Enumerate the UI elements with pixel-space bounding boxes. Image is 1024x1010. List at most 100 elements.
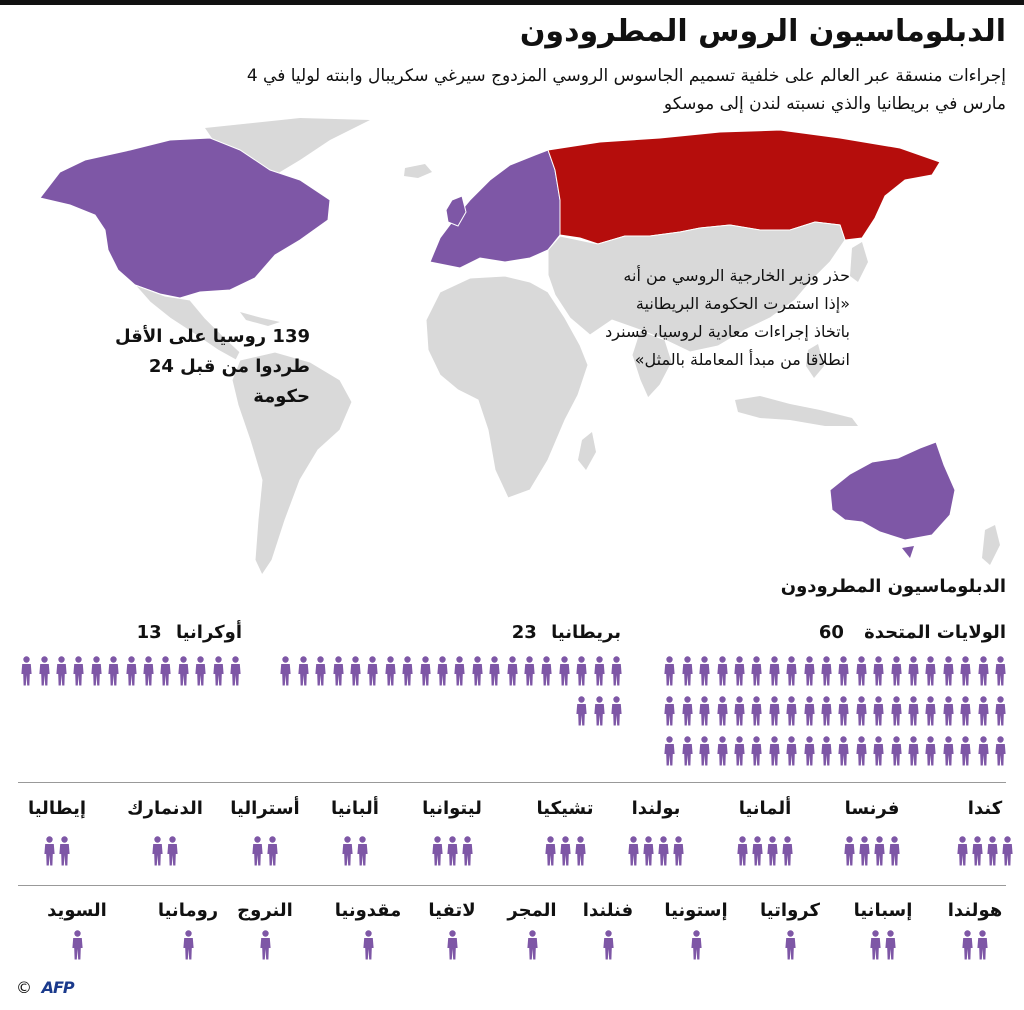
expelled-diplomat [769, 696, 780, 726]
person-icon [73, 656, 84, 686]
country-label: المجر [507, 900, 557, 921]
person-icon [716, 696, 728, 726]
person-icon [960, 656, 971, 686]
person-icon [489, 656, 500, 686]
person-icon [734, 656, 745, 686]
foreign-minister-quote: حذر وزير الخارجية الروسي من أنه «إذا است… [605, 266, 850, 369]
expelled-diplomat [995, 736, 1006, 766]
person-icon [602, 930, 614, 960]
country-label: لاتفيا [428, 900, 476, 921]
person-icon [734, 696, 745, 726]
africa-shape [425, 275, 589, 499]
person-icon [751, 736, 762, 766]
country-label: كندا [967, 798, 1003, 819]
expelled-diplomat [559, 836, 571, 866]
person-icon [431, 836, 443, 866]
expelled-diplomat [342, 836, 353, 866]
country-label: إستونيا [664, 900, 728, 921]
new-zealand-shape [982, 525, 1000, 565]
expelled-diplomat [803, 656, 815, 686]
expelled-diplomat [870, 930, 881, 960]
expelled-diplomat [38, 656, 50, 686]
person-icon [821, 656, 832, 686]
person-icon [859, 836, 870, 866]
expelled-diplomat [524, 656, 535, 686]
person-icon [874, 836, 885, 866]
expelled-diplomat [182, 930, 194, 960]
expelled-diplomat [943, 656, 954, 686]
expelled-diplomat [544, 836, 556, 866]
ukraine-label: أوكرانيا 13 [137, 622, 242, 643]
india-shape [631, 329, 673, 399]
expelled-diplomat [874, 836, 885, 866]
person-icon [960, 696, 971, 726]
divider-2 [18, 885, 1006, 886]
expelled-diplomat [664, 736, 675, 766]
person-icon [56, 656, 67, 686]
person-icon [454, 656, 465, 686]
person-icon [44, 836, 55, 866]
expelled-diplomat [856, 656, 867, 686]
person-icon [593, 696, 605, 726]
person-icon [673, 836, 684, 866]
expelled-diplomat [752, 836, 763, 866]
expelled-diplomat [437, 656, 448, 686]
person-icon [611, 656, 622, 686]
expelled-diplomat [252, 836, 263, 866]
expelled-diplomat [844, 836, 855, 866]
uk-country: بريطانيا [551, 622, 621, 643]
expelled-diplomat [73, 656, 84, 686]
person-icon [559, 836, 571, 866]
expelled-diplomat [769, 736, 780, 766]
person-icon [752, 836, 763, 866]
expelled-diplomat [108, 656, 119, 686]
expelled-diplomat [367, 656, 378, 686]
expelled-diplomat [977, 930, 988, 960]
person-icon [751, 696, 762, 726]
country-label: مقدونيا [334, 900, 402, 921]
person-icon [838, 736, 849, 766]
expelled-diplomat [856, 696, 867, 726]
expelled-diplomat [803, 736, 815, 766]
expelled-diplomat [602, 930, 614, 960]
expelled-diplomat [890, 736, 902, 766]
person-icon [803, 736, 815, 766]
expelled-diplomat [737, 836, 748, 866]
expelled-diplomat [751, 656, 762, 686]
expelled-diplomat [682, 696, 693, 726]
country-label: السويد [47, 900, 107, 921]
expelled-diplomat [267, 836, 278, 866]
expelled-diplomat [152, 836, 163, 866]
expelled-diplomat [873, 656, 884, 686]
person-icon [574, 836, 586, 866]
person-icon [472, 656, 483, 686]
person-icon [803, 696, 815, 726]
person-icon [195, 656, 206, 686]
expelled-diplomat [160, 656, 171, 686]
expelled-diplomat [611, 696, 622, 726]
expelled-diplomat [995, 696, 1006, 726]
expelled-diplomat [786, 656, 797, 686]
ukraine-count: 13 [136, 622, 162, 643]
person-icon [890, 696, 902, 726]
iceland-shape [404, 164, 432, 178]
expelled-diplomat [593, 656, 605, 686]
person-icon [541, 656, 552, 686]
person-icon [350, 656, 361, 686]
person-icon [977, 736, 989, 766]
expelled-diplomat [885, 930, 896, 960]
person-icon [38, 656, 50, 686]
country-label: أستراليا [230, 798, 300, 819]
person-icon [362, 930, 374, 960]
expelled-diplomat [821, 656, 832, 686]
person-icon [972, 836, 983, 866]
country-label: إيطاليا [27, 798, 87, 819]
expelled-diplomat [873, 696, 884, 726]
person-icon [524, 656, 535, 686]
person-icon [419, 656, 431, 686]
expelled-diplomat [786, 696, 797, 726]
expelled-diplomat [699, 736, 710, 766]
person-icon [856, 696, 867, 726]
expelled-diplomat [673, 836, 684, 866]
person-icon [769, 736, 780, 766]
